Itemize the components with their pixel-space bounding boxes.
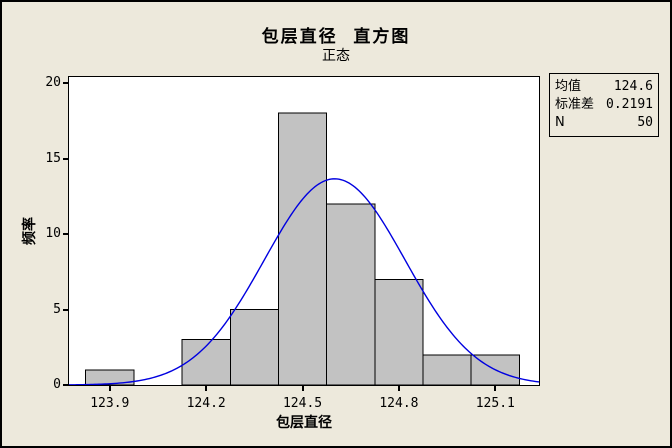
plot-area: [68, 76, 540, 386]
y-tick-mark: [63, 157, 68, 160]
legend-mean-value: 124.6: [613, 79, 653, 94]
x-tick-mark: [397, 386, 400, 391]
chart-subtitle: 正态: [322, 48, 350, 64]
y-tick-label: 10: [45, 226, 61, 242]
y-tick-label: 20: [45, 75, 61, 91]
legend-stdev-value: 0.2191: [606, 97, 653, 112]
x-tick-label: 124.5: [282, 396, 323, 411]
histogram-bar: [374, 278, 424, 385]
histogram-plot: [69, 112, 539, 385]
x-tick-label: 125.1: [475, 396, 515, 411]
histogram-bar: [181, 339, 231, 385]
x-tick-mark: [108, 386, 111, 391]
legend-row-stdev: 标准差 0.2191: [555, 96, 653, 114]
x-tick-mark: [301, 386, 304, 391]
histogram-bar: [229, 309, 279, 385]
y-tick-label: 0: [53, 377, 61, 392]
y-axis-label: 频率: [22, 217, 38, 245]
x-axis-label: 包层直径: [276, 415, 332, 431]
legend-mean-label: 均值: [555, 79, 582, 94]
normal-curve: [69, 178, 539, 385]
y-tick-mark: [63, 233, 68, 236]
legend-n-value: 50: [637, 115, 653, 130]
y-tick-mark: [63, 384, 68, 386]
y-tick-mark: [63, 82, 68, 85]
histogram-bar: [277, 112, 328, 385]
histogram-bar: [326, 203, 376, 385]
legend-row-mean: 均值 124.6: [555, 78, 653, 96]
legend-box: 均值 124.6 标准差 0.2191 N 50: [549, 73, 659, 137]
chart-title: 包层直径 直方图: [261, 27, 411, 47]
x-tick-mark: [494, 386, 497, 391]
y-tick-label: 5: [53, 301, 61, 317]
legend-row-n: N 50: [555, 114, 653, 132]
x-tick-label: 124.8: [379, 396, 419, 411]
legend-n-label: N: [555, 115, 565, 130]
x-tick-label: 123.9: [90, 396, 130, 411]
x-tick-mark: [205, 386, 208, 391]
legend-stdev-label: 标准差: [555, 97, 595, 112]
histogram-bar: [422, 354, 472, 385]
y-tick-label: 15: [45, 150, 61, 166]
y-tick-mark: [63, 308, 68, 311]
x-tick-label: 124.2: [186, 396, 226, 411]
